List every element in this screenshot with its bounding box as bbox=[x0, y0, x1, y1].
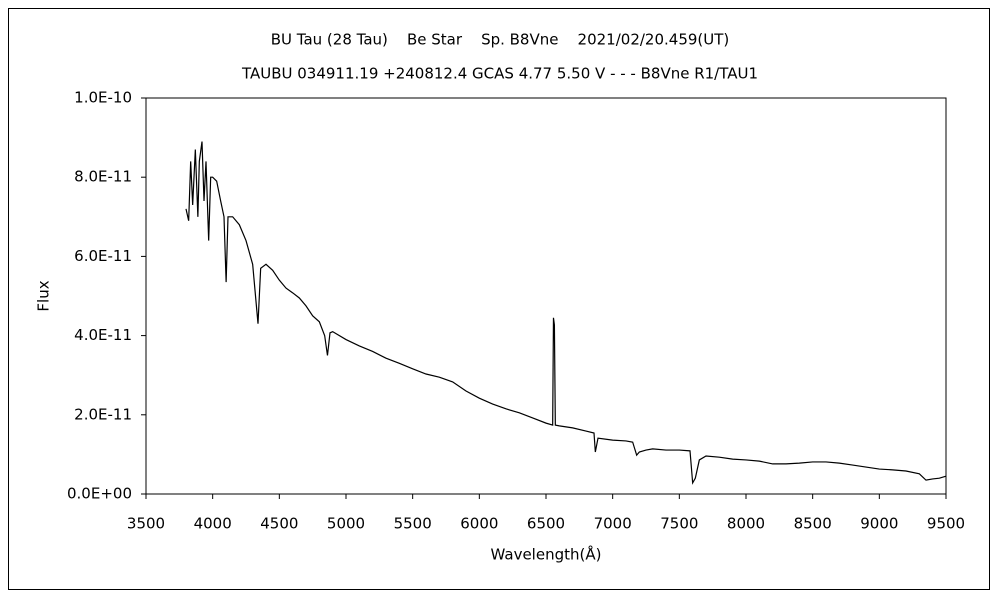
y-tick-label: 8.0E-11 bbox=[74, 168, 132, 186]
x-tick-label: 4500 bbox=[260, 515, 298, 533]
x-tick-label: 5000 bbox=[327, 515, 365, 533]
chart-border bbox=[8, 8, 990, 590]
y-tick-label: 6.0E-11 bbox=[74, 247, 132, 265]
x-tick-label: 5500 bbox=[394, 515, 432, 533]
x-axis-label: Wavelength(Å) bbox=[491, 545, 602, 564]
x-tick-label: 9500 bbox=[927, 515, 965, 533]
x-tick-label: 9000 bbox=[860, 515, 898, 533]
y-axis-label: Flux bbox=[35, 280, 53, 311]
x-tick-label: 6000 bbox=[460, 515, 498, 533]
y-tick-label: 1.0E-10 bbox=[74, 89, 132, 107]
plot-frame bbox=[145, 97, 947, 495]
x-tick-label: 8000 bbox=[727, 515, 765, 533]
spectrum-line bbox=[185, 141, 947, 485]
x-tick-label: 8500 bbox=[794, 515, 832, 533]
chart-title: BU Tau (28 Tau) Be Star Sp. B8Vne 2021/0… bbox=[271, 31, 730, 49]
x-tick-label: 6500 bbox=[527, 515, 565, 533]
y-tick-label: 2.0E-11 bbox=[74, 405, 132, 423]
y-tick-label: 4.0E-11 bbox=[74, 326, 132, 344]
y-tick-label: 0.0E+00 bbox=[67, 485, 132, 503]
x-tick-label: 7000 bbox=[594, 515, 632, 533]
chart-subtitle: TAUBU 034911.19 +240812.4 GCAS 4.77 5.50… bbox=[241, 65, 758, 83]
x-tick-label: 7500 bbox=[660, 515, 698, 533]
x-tick-label: 3500 bbox=[127, 515, 165, 533]
x-tick-label: 4000 bbox=[194, 515, 232, 533]
